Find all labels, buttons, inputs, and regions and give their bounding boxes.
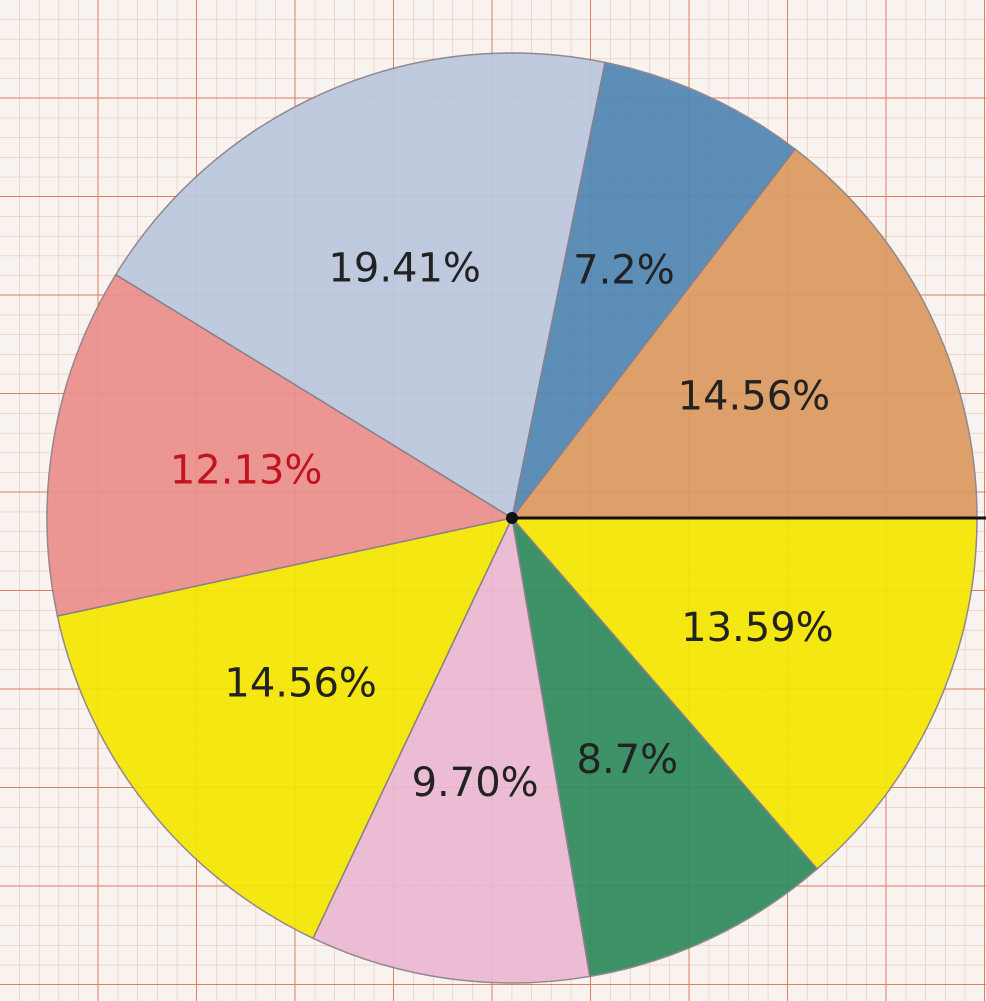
- slice-label: 12.13%: [170, 448, 323, 494]
- slice-label: 8.7%: [577, 737, 679, 783]
- slice-label: 14.56%: [224, 661, 377, 707]
- page: 13.59% 8.7% 9.70% 14.56% 12.13% 19.41% 7.2% 14.…: [0, 0, 986, 1001]
- center-dot: [506, 512, 518, 524]
- slice-label: 14.56%: [678, 374, 831, 420]
- slice-label: 19.41%: [328, 246, 481, 292]
- slice-label: 13.59%: [681, 605, 834, 651]
- slice-label: 9.70%: [412, 760, 539, 806]
- chart: 13.59% 8.7% 9.70% 14.56% 12.13% 19.41% 7.2% 14.…: [0, 0, 986, 1001]
- slice-label: 7.2%: [573, 248, 675, 294]
